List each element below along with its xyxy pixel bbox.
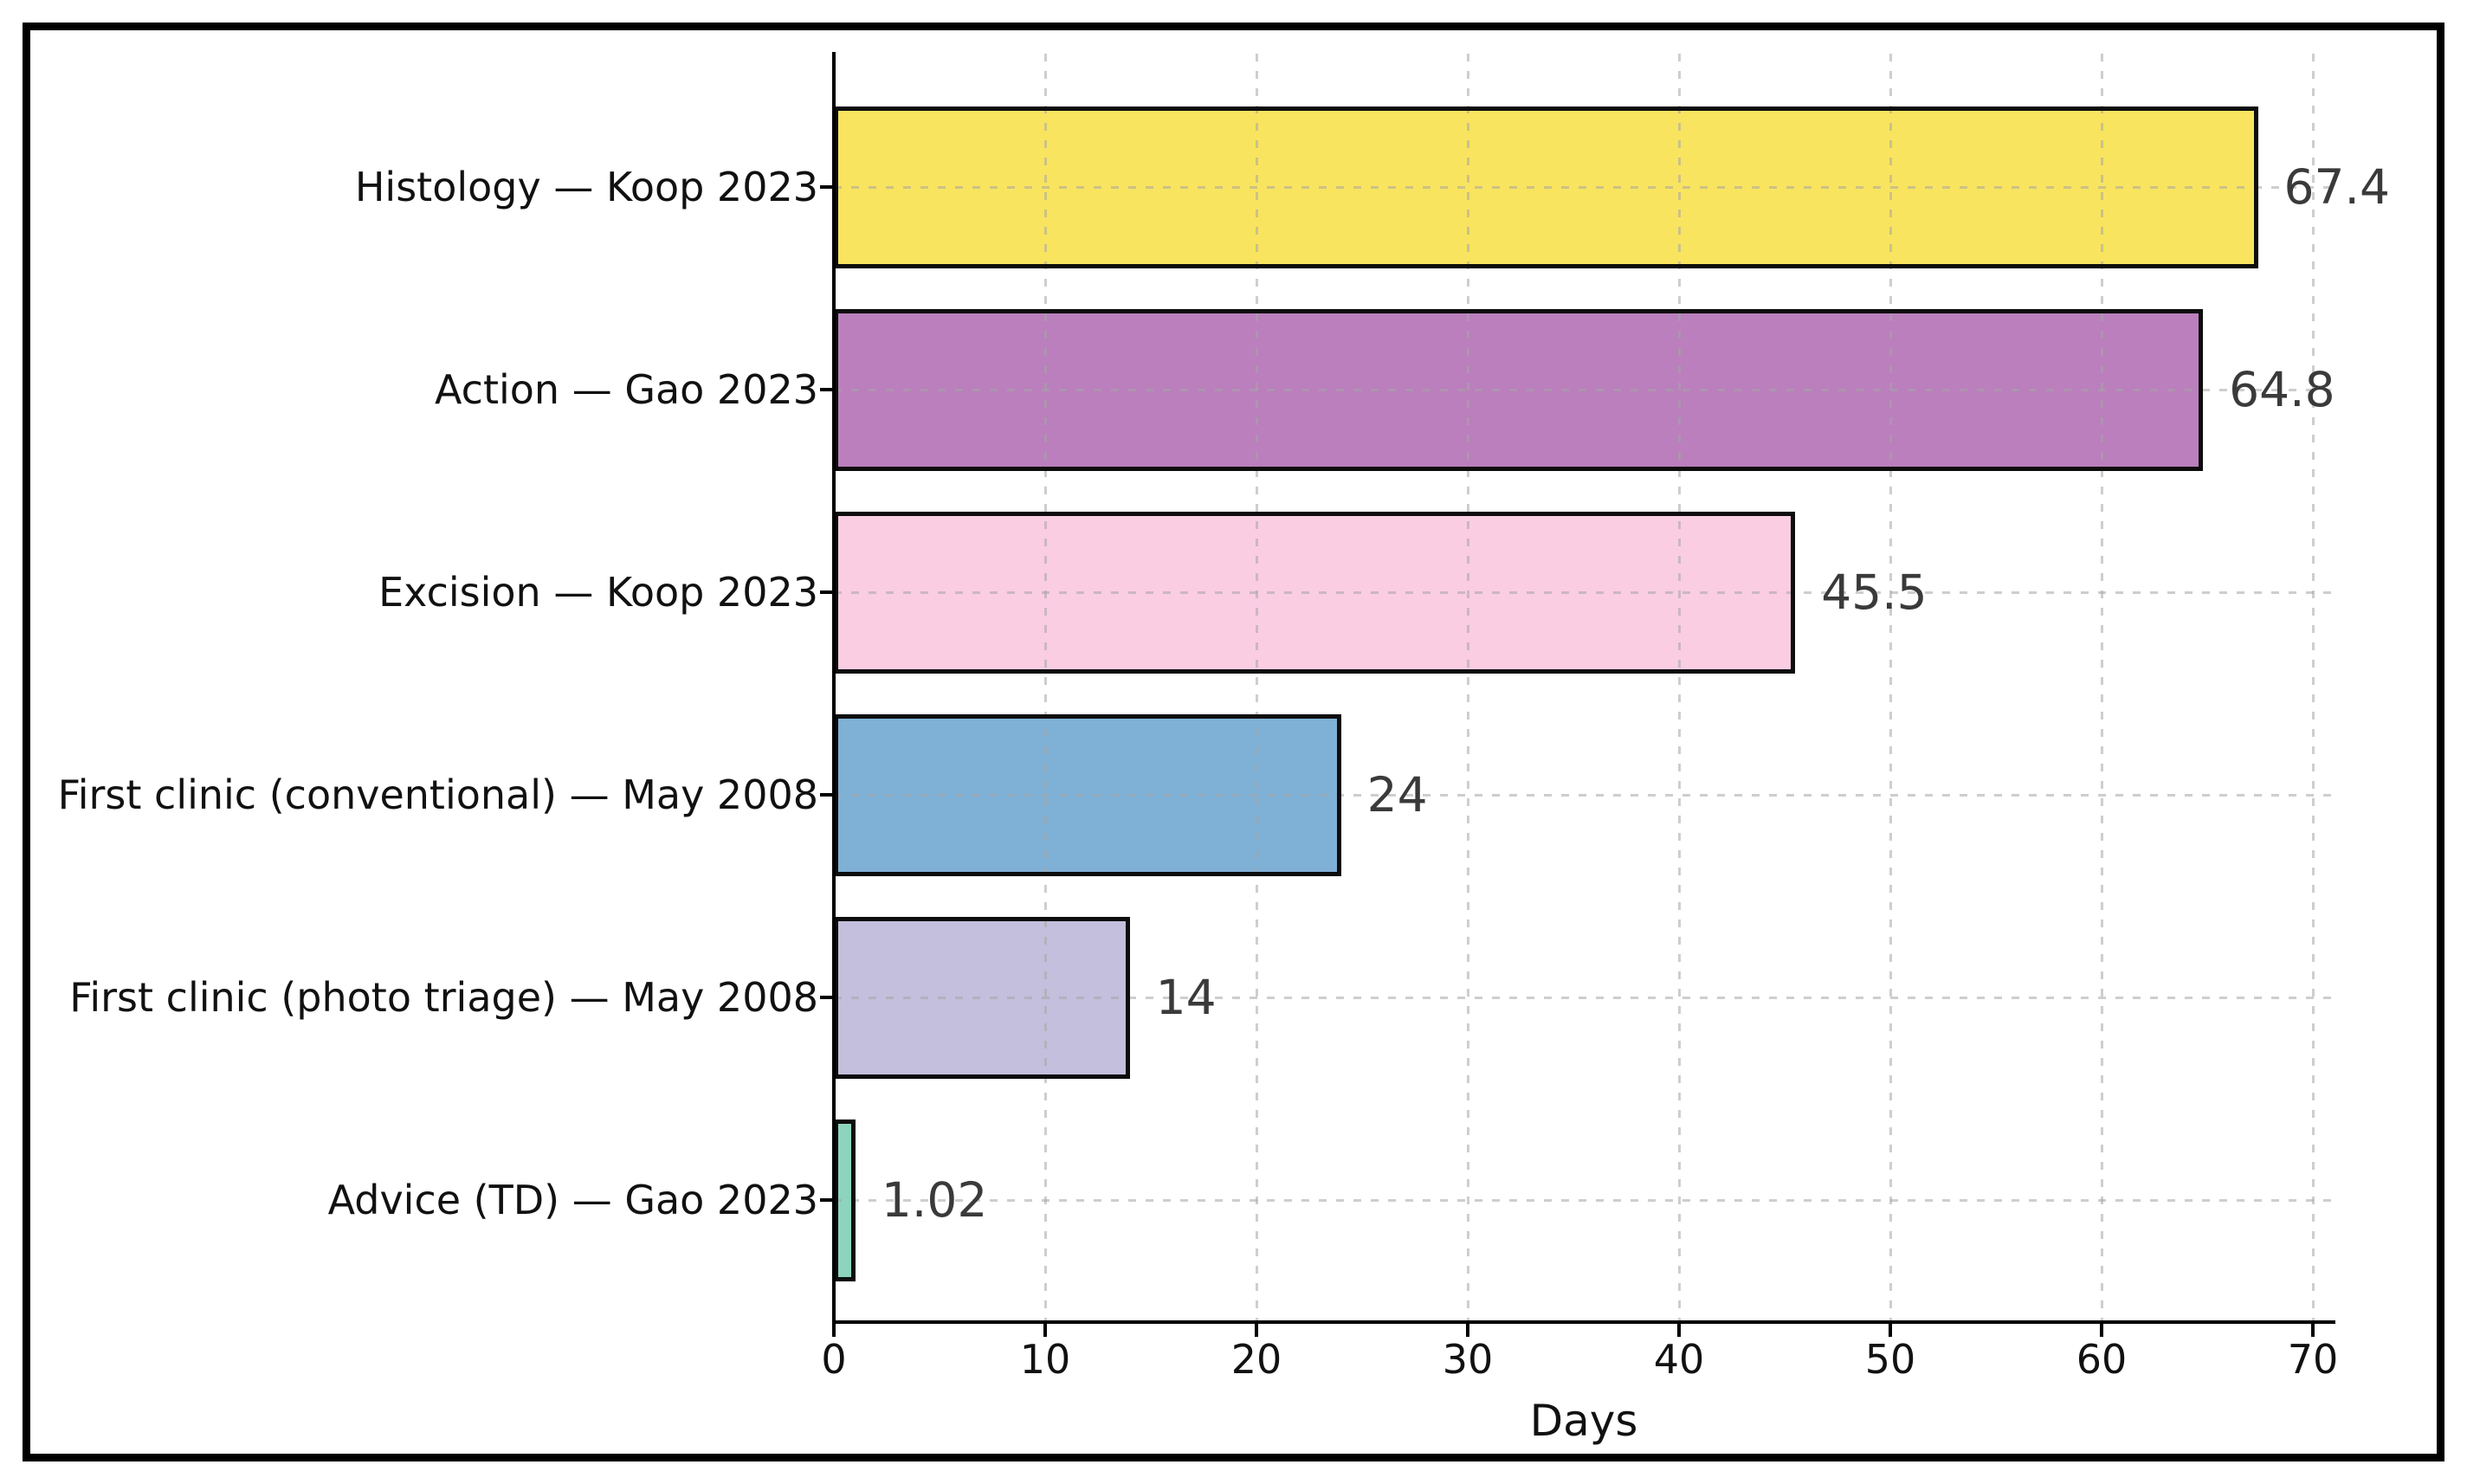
x-tick-mark [2311, 1324, 2315, 1337]
bar-outline [834, 713, 1341, 876]
x-tick-mark [1677, 1324, 1681, 1337]
x-gridline [1255, 54, 1258, 1320]
bar-value-label: 45.5 [1821, 565, 1928, 620]
bar-outline [834, 106, 2258, 268]
x-gridline [1677, 54, 1681, 1320]
x-tick-label: 70 [2287, 1336, 2339, 1383]
bar-outline [834, 1119, 856, 1281]
x-tick-mark [1043, 1324, 1047, 1337]
x-tick-mark [1889, 1324, 1892, 1337]
bar-value-label: 1.02 [881, 1172, 988, 1228]
y-tick-mark [820, 793, 833, 797]
bar-outline [834, 916, 1130, 1079]
x-axis-spine [832, 1320, 2335, 1324]
bar-outline [834, 308, 2204, 471]
bar-value-label: 64.8 [2229, 362, 2335, 417]
bar-outline [834, 511, 1796, 674]
x-gridline [2311, 54, 2315, 1320]
y-tick-mark [820, 1198, 833, 1202]
bar-value-label: 14 [1155, 970, 1217, 1025]
y-gridline [834, 793, 2332, 797]
x-tick-mark [2100, 1324, 2103, 1337]
y-gridline [834, 1198, 2332, 1202]
x-tick-label: 10 [1019, 1336, 1071, 1383]
y-axis-label: First clinic (photo triage) — May 2008 [69, 974, 818, 1021]
x-tick-label: 40 [1653, 1336, 1705, 1383]
x-tick-mark [1466, 1324, 1469, 1337]
y-axis-spine [832, 52, 836, 1324]
x-gridline [1466, 54, 1469, 1320]
bar-value-label: 24 [1366, 767, 1428, 823]
bar-value-label: 67.4 [2283, 159, 2391, 215]
x-tick-label: 30 [1442, 1336, 1494, 1383]
x-tick-label: 0 [821, 1336, 847, 1383]
x-gridline [1043, 54, 1047, 1320]
y-gridline [834, 590, 2332, 594]
y-tick-mark [820, 185, 833, 189]
y-axis-label: First clinic (conventional) — May 2008 [57, 771, 818, 818]
x-tick-mark [832, 1324, 836, 1337]
x-axis-title: Days [1529, 1396, 1638, 1446]
x-tick-label: 50 [1864, 1336, 1916, 1383]
y-tick-mark [820, 996, 833, 999]
x-tick-mark [1255, 1324, 1258, 1337]
y-axis-label: Histology — Koop 2023 [354, 164, 818, 210]
y-gridline [834, 996, 2332, 999]
x-gridline [2100, 54, 2103, 1320]
y-gridline [834, 185, 2332, 189]
y-axis-label: Advice (TD) — Gao 2023 [327, 1177, 818, 1223]
y-axis-label: Excision — Koop 2023 [378, 569, 818, 616]
x-gridline [1889, 54, 1892, 1320]
y-tick-mark [820, 388, 833, 391]
x-tick-label: 20 [1230, 1336, 1282, 1383]
y-gridline [834, 388, 2332, 391]
x-tick-label: 60 [2076, 1336, 2128, 1383]
y-axis-label: Action — Gao 2023 [435, 366, 818, 413]
y-tick-mark [820, 590, 833, 594]
